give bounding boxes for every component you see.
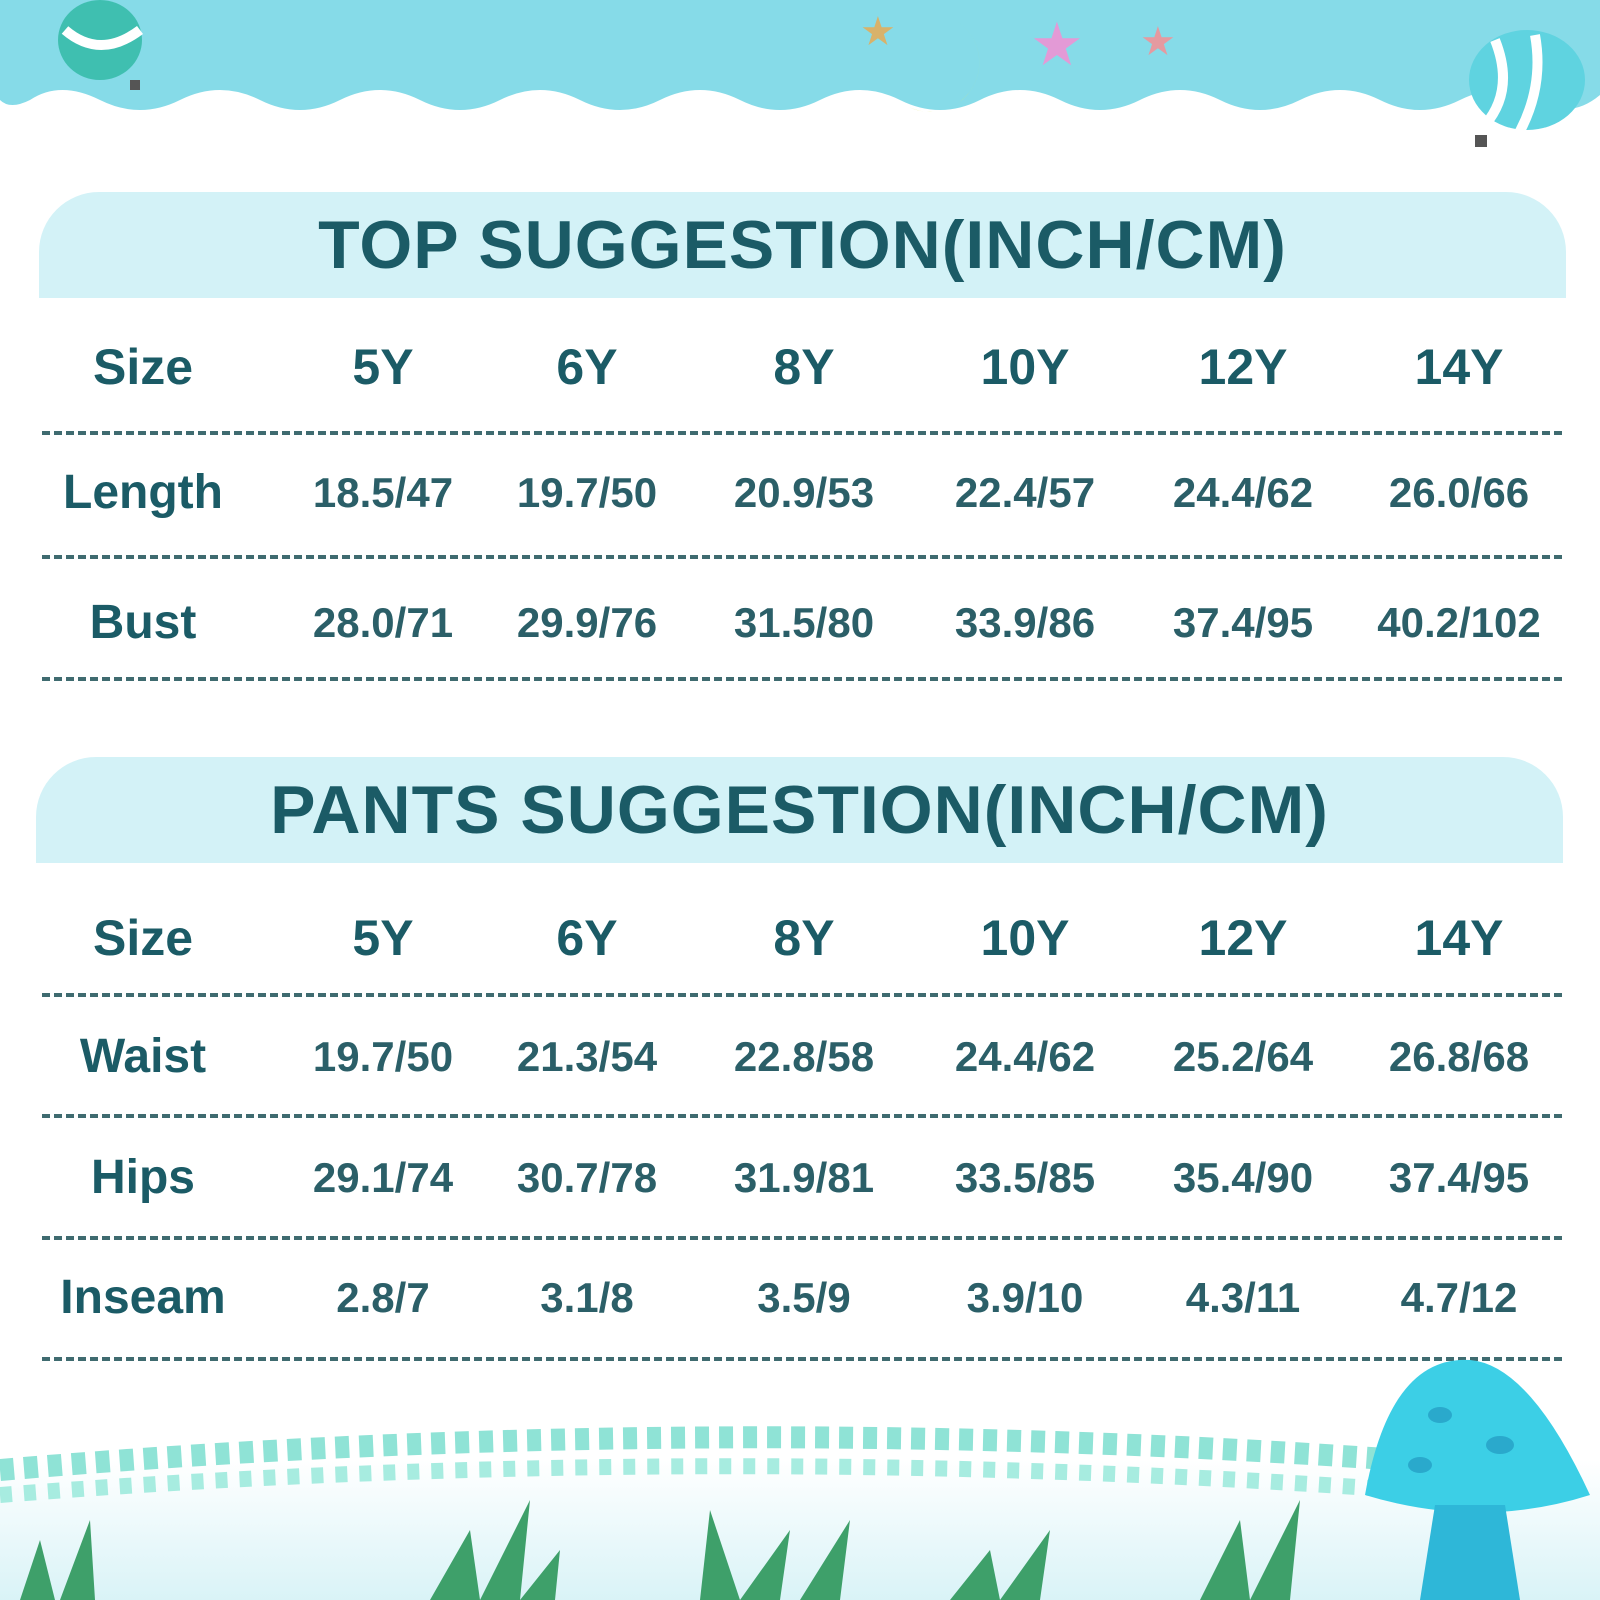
header-cell: 10Y xyxy=(980,910,1070,966)
table-row: Waist 19.7/50 21.3/54 22.8/58 24.4/62 25… xyxy=(0,1022,1600,1092)
value-cell: 24.4/62 xyxy=(954,1033,1096,1080)
top-header-row: Size 5Y 6Y 8Y 10Y 12Y 14Y xyxy=(0,332,1600,402)
value-cell: 25.2/64 xyxy=(1172,1033,1314,1080)
grass-ground-decoration xyxy=(0,1426,1600,1600)
pants-section-title-band: PANTS SUGGESTION(INCH/CM) xyxy=(36,757,1563,863)
value-cell: 2.8/7 xyxy=(336,1274,430,1321)
value-cell: 37.4/95 xyxy=(1172,599,1314,646)
header-cell: Size xyxy=(92,339,194,395)
header-cell: 6Y xyxy=(556,910,618,966)
value-cell: 21.3/54 xyxy=(516,1033,658,1080)
header-cell: 12Y xyxy=(1198,910,1288,966)
value-cell: 20.9/53 xyxy=(733,469,875,516)
row-label: Inseam xyxy=(60,1271,226,1324)
value-cell: 29.9/76 xyxy=(516,599,658,646)
header-cell: 6Y xyxy=(556,339,618,395)
value-cell: 37.4/95 xyxy=(1388,1154,1530,1201)
header-cell: 12Y xyxy=(1198,339,1288,395)
svg-text:★: ★ xyxy=(1030,11,1084,78)
table-row: Hips 29.1/74 30.7/78 31.9/81 33.5/85 35.… xyxy=(0,1143,1600,1213)
value-cell: 33.9/86 xyxy=(954,599,1096,646)
value-cell: 31.5/80 xyxy=(733,599,875,646)
value-cell: 19.7/50 xyxy=(516,469,658,516)
hot-air-balloon-icon xyxy=(1469,30,1585,147)
value-cell: 19.7/50 xyxy=(312,1033,454,1080)
divider xyxy=(42,431,1562,435)
value-cell: 40.2/102 xyxy=(1377,599,1541,646)
value-cell: 4.3/11 xyxy=(1185,1274,1301,1321)
mushroom-icon xyxy=(1365,1359,1590,1600)
value-cell: 24.4/62 xyxy=(1172,469,1314,516)
value-cell: 26.0/66 xyxy=(1388,469,1530,516)
divider xyxy=(42,993,1562,997)
value-cell: 33.5/85 xyxy=(954,1154,1096,1201)
value-cell: 3.9/10 xyxy=(966,1274,1084,1321)
svg-text:★: ★ xyxy=(860,10,896,54)
row-label: Waist xyxy=(79,1030,207,1083)
value-cell: 26.8/68 xyxy=(1388,1033,1530,1080)
header-cell: 5Y xyxy=(352,910,414,966)
header-cell: 14Y xyxy=(1414,339,1504,395)
table-row: Length 18.5/47 19.7/50 20.9/53 22.4/57 2… xyxy=(0,458,1600,528)
value-cell: 18.5/47 xyxy=(312,469,454,516)
header-cell: 10Y xyxy=(980,339,1070,395)
divider xyxy=(42,1357,1562,1361)
value-cell: 35.4/90 xyxy=(1172,1154,1314,1201)
row-label: Length xyxy=(63,466,223,519)
value-cell: 29.1/74 xyxy=(312,1154,454,1201)
value-cell: 31.9/81 xyxy=(733,1154,875,1201)
header-cell: 8Y xyxy=(773,910,835,966)
moon-and-stars-icon: ★ ★ ★ xyxy=(860,10,1176,112)
value-cell: 28.0/71 xyxy=(312,599,454,646)
value-cell: 22.8/58 xyxy=(733,1033,875,1080)
table-row: Bust 28.0/71 29.9/76 31.5/80 33.9/86 37.… xyxy=(0,588,1600,658)
divider xyxy=(42,677,1562,681)
header-cell: 8Y xyxy=(773,339,835,395)
row-label: Bust xyxy=(89,596,197,649)
header-cell: 14Y xyxy=(1414,910,1504,966)
sky-banner xyxy=(0,0,1600,110)
value-cell: 3.5/9 xyxy=(757,1274,851,1321)
value-cell: 3.1/8 xyxy=(540,1274,634,1321)
pants-header-row: Size 5Y 6Y 8Y 10Y 12Y 14Y xyxy=(0,903,1600,973)
top-section-title-band: TOP SUGGESTION(INCH/CM) xyxy=(39,192,1566,298)
value-cell: 4.7/12 xyxy=(1400,1274,1518,1321)
svg-text:★: ★ xyxy=(1140,20,1176,64)
value-cell: 30.7/78 xyxy=(516,1154,658,1201)
divider xyxy=(42,1114,1562,1118)
row-label: Hips xyxy=(90,1151,195,1204)
divider xyxy=(42,1236,1562,1240)
table-row: Inseam 2.8/7 3.1/8 3.5/9 3.9/10 4.3/11 4… xyxy=(0,1263,1600,1333)
value-cell: 22.4/57 xyxy=(954,469,1096,516)
divider xyxy=(42,555,1562,559)
hot-air-balloon-icon xyxy=(58,0,143,90)
top-section-title: TOP SUGGESTION(INCH/CM) xyxy=(318,207,1287,283)
header-cell: Size xyxy=(92,910,194,966)
pants-section-title: PANTS SUGGESTION(INCH/CM) xyxy=(270,772,1329,848)
header-cell: 5Y xyxy=(352,339,414,395)
